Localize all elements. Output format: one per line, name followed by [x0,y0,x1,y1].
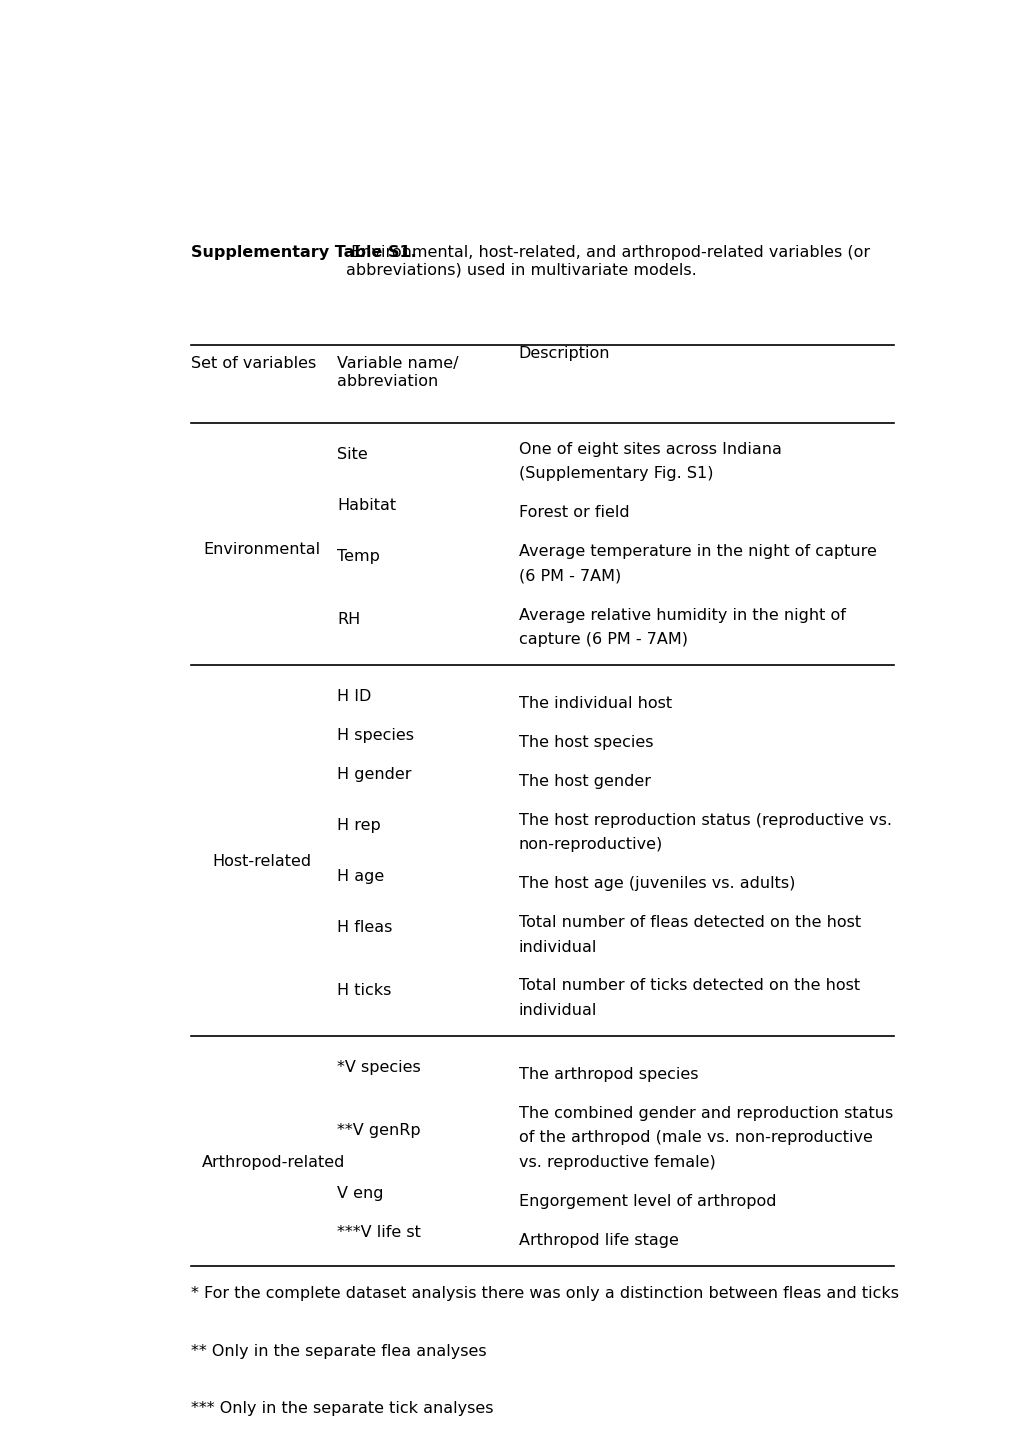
Text: V eng: V eng [336,1186,383,1202]
Text: Environmental: Environmental [203,541,320,557]
Text: *** Only in the separate tick analyses: *** Only in the separate tick analyses [191,1401,493,1417]
Text: **V genRp: **V genRp [336,1123,420,1139]
Text: Arthropod-related: Arthropod-related [202,1154,345,1170]
Text: ** Only in the separate flea analyses: ** Only in the separate flea analyses [191,1343,486,1359]
Text: (6 PM - 7AM): (6 PM - 7AM) [519,569,621,584]
Text: The individual host: The individual host [519,697,672,711]
Text: Set of variables: Set of variables [191,356,316,371]
Text: vs. reproductive female): vs. reproductive female) [519,1154,715,1170]
Text: One of eight sites across Indiana: One of eight sites across Indiana [519,442,781,457]
Text: The host species: The host species [519,734,652,750]
Text: Host-related: Host-related [212,854,311,869]
Text: Temp: Temp [336,548,379,564]
Text: individual: individual [519,1003,596,1017]
Text: The combined gender and reproduction status: The combined gender and reproduction sta… [519,1105,893,1121]
Text: Arthropod life stage: Arthropod life stage [519,1232,678,1248]
Text: capture (6 PM - 7AM): capture (6 PM - 7AM) [519,632,687,646]
Text: H fleas: H fleas [336,919,392,935]
Text: H ticks: H ticks [336,983,391,999]
Text: Site: Site [336,447,368,462]
Text: Variable name/
abbreviation: Variable name/ abbreviation [336,356,458,390]
Text: The host reproduction status (reproductive vs.: The host reproduction status (reproducti… [519,812,891,828]
Text: H gender: H gender [336,766,411,782]
Text: Description: Description [519,346,609,362]
Text: Engorgement level of arthropod: Engorgement level of arthropod [519,1193,775,1209]
Text: Total number of fleas detected on the host: Total number of fleas detected on the ho… [519,915,860,931]
Text: H rep: H rep [336,818,380,833]
Text: Average relative humidity in the night of: Average relative humidity in the night o… [519,608,845,622]
Text: H age: H age [336,869,384,883]
Text: * For the complete dataset analysis there was only a distinction between fleas a: * For the complete dataset analysis ther… [191,1286,898,1300]
Text: non-reproductive): non-reproductive) [519,837,662,853]
Text: *V species: *V species [336,1059,420,1075]
Text: individual: individual [519,939,596,955]
Text: The host age (juveniles vs. adults): The host age (juveniles vs. adults) [519,876,795,892]
Text: H species: H species [336,727,414,743]
Text: H ID: H ID [336,688,371,704]
Text: of the arthropod (male vs. non-reproductive: of the arthropod (male vs. non-reproduct… [519,1130,872,1146]
Text: The host gender: The host gender [519,773,650,789]
Text: Average temperature in the night of capture: Average temperature in the night of capt… [519,544,875,560]
Text: Forest or field: Forest or field [519,505,629,521]
Text: Habitat: Habitat [336,498,395,512]
Text: RH: RH [336,612,360,628]
Text: ***V life st: ***V life st [336,1225,421,1240]
Text: Environmental, host-related, and arthropod-related variables (or
abbreviations) : Environmental, host-related, and arthrop… [345,245,869,278]
Text: Supplementary Table S1.: Supplementary Table S1. [191,245,416,260]
Text: Total number of ticks detected on the host: Total number of ticks detected on the ho… [519,978,859,993]
Text: (Supplementary Fig. S1): (Supplementary Fig. S1) [519,466,712,482]
Text: The arthropod species: The arthropod species [519,1068,698,1082]
